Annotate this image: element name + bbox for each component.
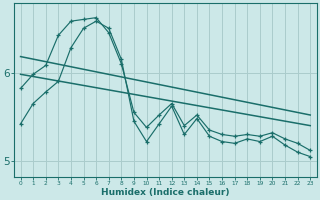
X-axis label: Humidex (Indice chaleur): Humidex (Indice chaleur) xyxy=(101,188,230,197)
